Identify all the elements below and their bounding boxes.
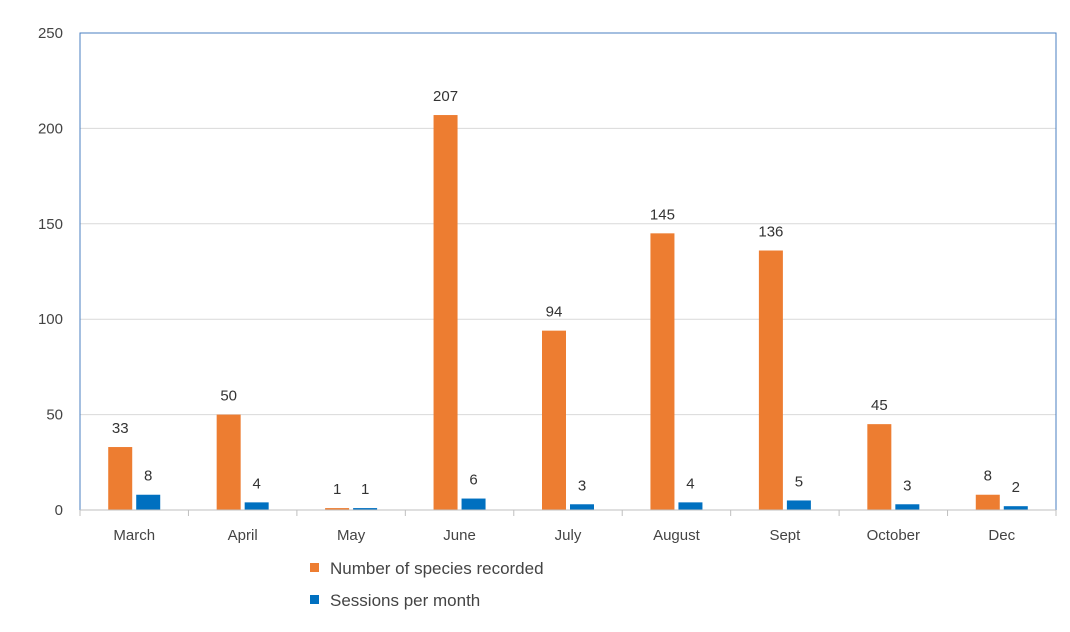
y-tick-label: 100 — [38, 311, 63, 328]
bar-species — [758, 250, 783, 510]
x-axis: March April May June July August Sept October De… — [79, 509, 1057, 544]
data-label: 45 — [871, 397, 888, 414]
data-label: 145 — [650, 206, 675, 223]
x-tick-label: April — [228, 527, 258, 544]
data-label: 8 — [984, 468, 992, 485]
bar-species — [542, 330, 566, 510]
legend-swatch — [310, 595, 319, 604]
y-tick-label: 0 — [55, 502, 63, 519]
y-axis: 0 50 100 150 200 250 — [38, 25, 63, 519]
bar-species — [433, 115, 458, 510]
data-label: 2 — [1012, 479, 1020, 496]
y-tick-label: 200 — [38, 120, 63, 137]
data-label: 5 — [795, 473, 803, 490]
data-label: 8 — [144, 468, 152, 485]
data-label: 3 — [578, 477, 586, 494]
bar-sessions — [353, 508, 378, 510]
data-label: 4 — [252, 475, 260, 492]
bar-sessions — [570, 504, 594, 510]
y-tick-label: 150 — [38, 216, 63, 233]
bar-sessions — [136, 494, 161, 510]
bar-species — [650, 233, 675, 510]
legend-swatch — [310, 563, 319, 572]
bar-sessions — [895, 504, 920, 510]
data-label: 50 — [220, 388, 237, 405]
y-tick-label: 250 — [38, 25, 63, 42]
x-tick-label: March — [113, 527, 155, 544]
y-tick-label: 50 — [46, 407, 63, 424]
x-tick-label: Dec — [988, 527, 1015, 544]
data-label: 1 — [333, 481, 341, 498]
bar-species — [325, 508, 350, 510]
x-tick-label: August — [653, 527, 701, 544]
data-label: 1 — [361, 481, 369, 498]
x-tick-label: May — [337, 527, 366, 544]
legend-label: Number of species recorded — [330, 559, 544, 578]
x-tick-label: October — [867, 527, 920, 544]
bar-sessions — [1003, 506, 1028, 510]
data-label: 4 — [686, 475, 694, 492]
gridlines — [80, 127, 1056, 416]
legend-label: Sessions per month — [330, 591, 480, 610]
x-tick-label: July — [555, 527, 582, 544]
data-label: 6 — [469, 472, 477, 489]
x-tick-label: June — [443, 527, 476, 544]
bar-species — [216, 414, 241, 510]
bar-species — [108, 447, 133, 510]
bar-sessions — [244, 502, 269, 510]
data-label: 207 — [433, 88, 458, 105]
bar-sessions — [461, 498, 486, 510]
bar-sessions — [678, 502, 703, 510]
bar-sessions — [786, 500, 811, 510]
data-label: 3 — [903, 477, 911, 494]
bars — [108, 115, 1028, 510]
bar-species — [867, 424, 892, 510]
data-label: 136 — [758, 224, 783, 241]
legend: Number of species recorded Sessions per m… — [310, 559, 544, 610]
data-label: 94 — [546, 304, 563, 321]
x-tick-label: Sept — [769, 527, 801, 544]
data-label: 33 — [112, 420, 129, 437]
bar-species — [975, 494, 1000, 510]
